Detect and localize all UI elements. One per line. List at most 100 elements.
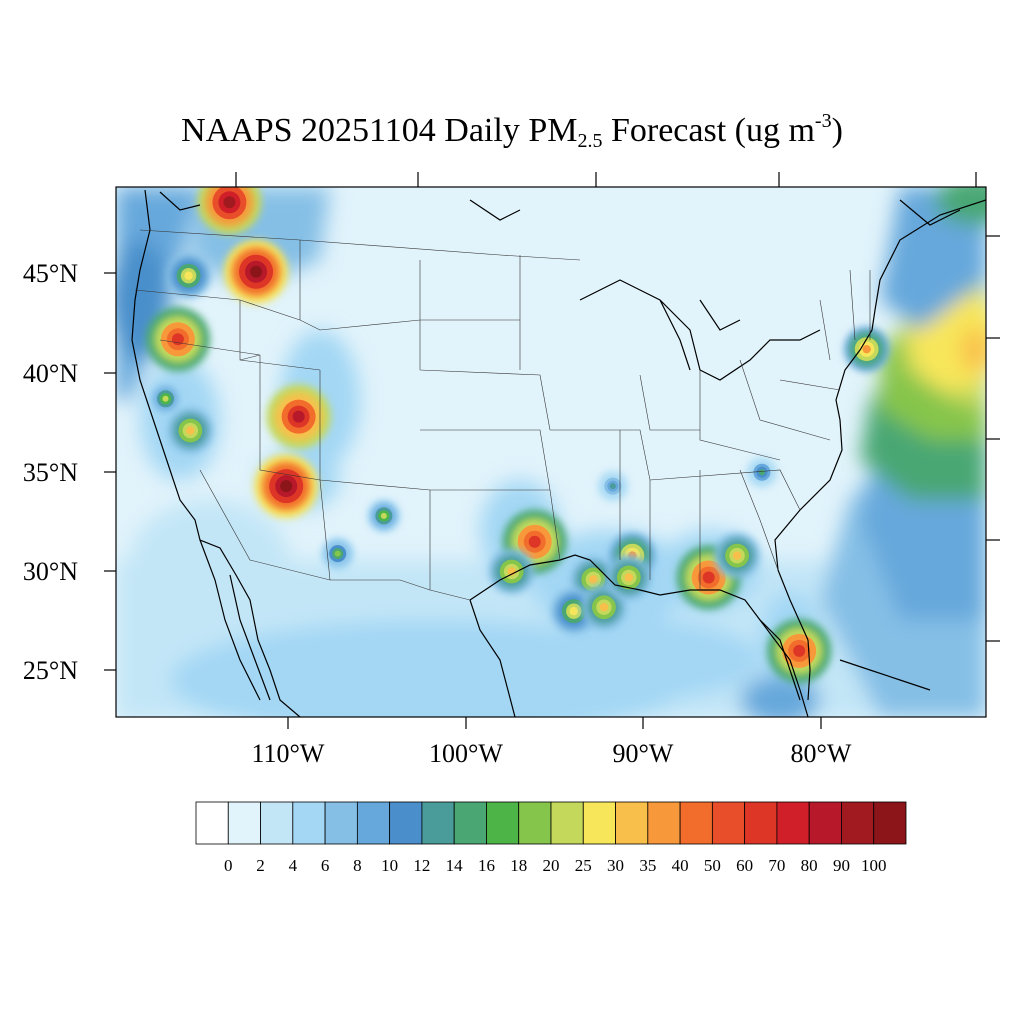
hotspot-16-ring-4 [624,573,633,582]
hotspot-18-ring-4 [732,551,742,560]
colorbar-box-11 [550,801,584,845]
colorbar-label-4: 8 [353,856,362,875]
baja-coastline [199,539,271,701]
hotspot-12-ring-4 [589,575,598,584]
colorbar-label-20: 100 [861,856,887,875]
colorbar-box-6 [389,801,423,845]
colorbar-box-13 [615,801,649,845]
colorbar-label-11: 25 [575,856,592,875]
colorbar-box-19 [808,801,842,845]
colorbar-box-4 [324,801,358,845]
hotspot-6 [167,408,213,453]
colorbar-box-10 [518,801,552,845]
hotspot-6-ring-4 [186,426,195,435]
colorbar-box-20 [841,801,875,845]
colorbar-label-15: 50 [704,856,721,875]
hotspot-9 [321,537,354,570]
hotspot-14 [581,584,627,630]
colorbar-label-19: 90 [833,856,850,875]
colorbar-label-17: 70 [768,856,785,875]
hotspot-21 [745,456,778,489]
colorbar-label-8: 16 [478,856,495,875]
hotspot-17-ring-4 [702,571,715,584]
colorbar-box-15 [679,801,713,845]
colorbar-box-3 [292,801,326,845]
hotspot-4-ring-4 [280,480,293,493]
lat-label-35: 35°N [23,458,78,487]
colorbar-label-6: 12 [413,856,430,875]
map-frame [115,186,987,718]
gulf-coastline [469,554,809,717]
hotspot-7-ring-4 [184,271,193,280]
lat-label-25: 25°N [23,656,78,685]
title-middle: Forecast (ug m [602,112,815,149]
hotspot-0 [197,187,262,235]
hotspot-1-ring-4 [250,265,263,278]
hotspot-2 [145,307,210,372]
hotspot-16 [606,555,652,600]
colorbar-box-2 [260,801,294,845]
colorbar-box-7 [421,801,455,845]
hotspot-11 [489,549,535,594]
map-title: NAAPS 20251104 Daily PM2.5 Forecast (ug … [0,110,1024,153]
colorbar-label-13: 35 [639,856,656,875]
hotspot-5 [149,382,182,415]
us-coastline [131,189,301,717]
hotspot-20 [844,326,890,372]
colorbar-label-9: 18 [510,856,527,875]
colorbar-box-14 [647,801,681,845]
colorbar-label-18: 80 [801,856,818,875]
hotspot-8-ring-4 [380,512,387,519]
coastline-layer [131,189,986,717]
cuba-outline [839,659,931,691]
lon-label-100w: 100°W [429,739,503,768]
lon-label-80w: 80°W [791,739,852,768]
longitude-labels: 110°W 100°W 90°W 80°W [252,739,852,768]
hotspot-10-ring-4 [528,535,541,548]
colorbar-box-0 [195,801,229,845]
hotspot-22-ring-4 [609,483,616,490]
lon-label-90w: 90°W [613,739,674,768]
colorbar-label-3: 6 [321,856,330,875]
colorbar-label-1: 2 [256,856,265,875]
colorbar-label-10: 20 [543,856,560,875]
colorbar-box-18 [776,801,810,845]
hotspot-22 [596,470,629,503]
hotspot-13 [551,588,597,634]
colorbar-label-0: 0 [224,856,233,875]
colorbar-box-12 [582,801,616,845]
lat-label-40: 40°N [23,359,78,388]
colorbar-box-17 [744,801,778,845]
hotspot-4 [254,454,319,519]
hotspot-19 [767,618,832,683]
colorbar-label-2: 4 [289,856,298,875]
canada-islands [159,191,961,226]
colorbar-label-16: 60 [736,856,753,875]
title-superscript: -3 [814,110,832,132]
hotspot-3 [266,384,331,449]
title-subscript: 2.5 [577,130,603,152]
colorbar-label-12: 30 [607,856,624,875]
title-suffix: ) [831,112,843,149]
florida-peninsula [759,619,811,701]
hotspot-8 [367,499,400,532]
colorbar-box-8 [453,801,487,845]
colorbar: 0 2 4 6 8 10 12 14 16 18 20 25 30 35 40 50 60 70 80 90 100 [195,801,907,875]
hotspot-0-ring-4 [223,196,236,209]
colorbar-box-9 [486,801,520,845]
hotspot-14-ring-4 [599,603,609,612]
hotspot-5-ring-4 [162,395,169,402]
colorbar-box-16 [711,801,746,845]
hotspot-21-ring-4 [758,469,765,476]
tick-marks [104,172,1000,729]
colorbar-label-5: 10 [381,856,398,875]
lon-label-110w: 110°W [252,739,325,768]
hotspot-7 [166,253,212,299]
title-prefix: NAAPS 20251104 Daily PM [181,112,578,149]
hotspot-3-ring-4 [292,410,305,423]
state-borders [134,229,871,601]
great-lakes [579,279,821,381]
lat-label-30: 30°N [23,557,78,586]
hotspot-9-ring-4 [334,550,341,557]
